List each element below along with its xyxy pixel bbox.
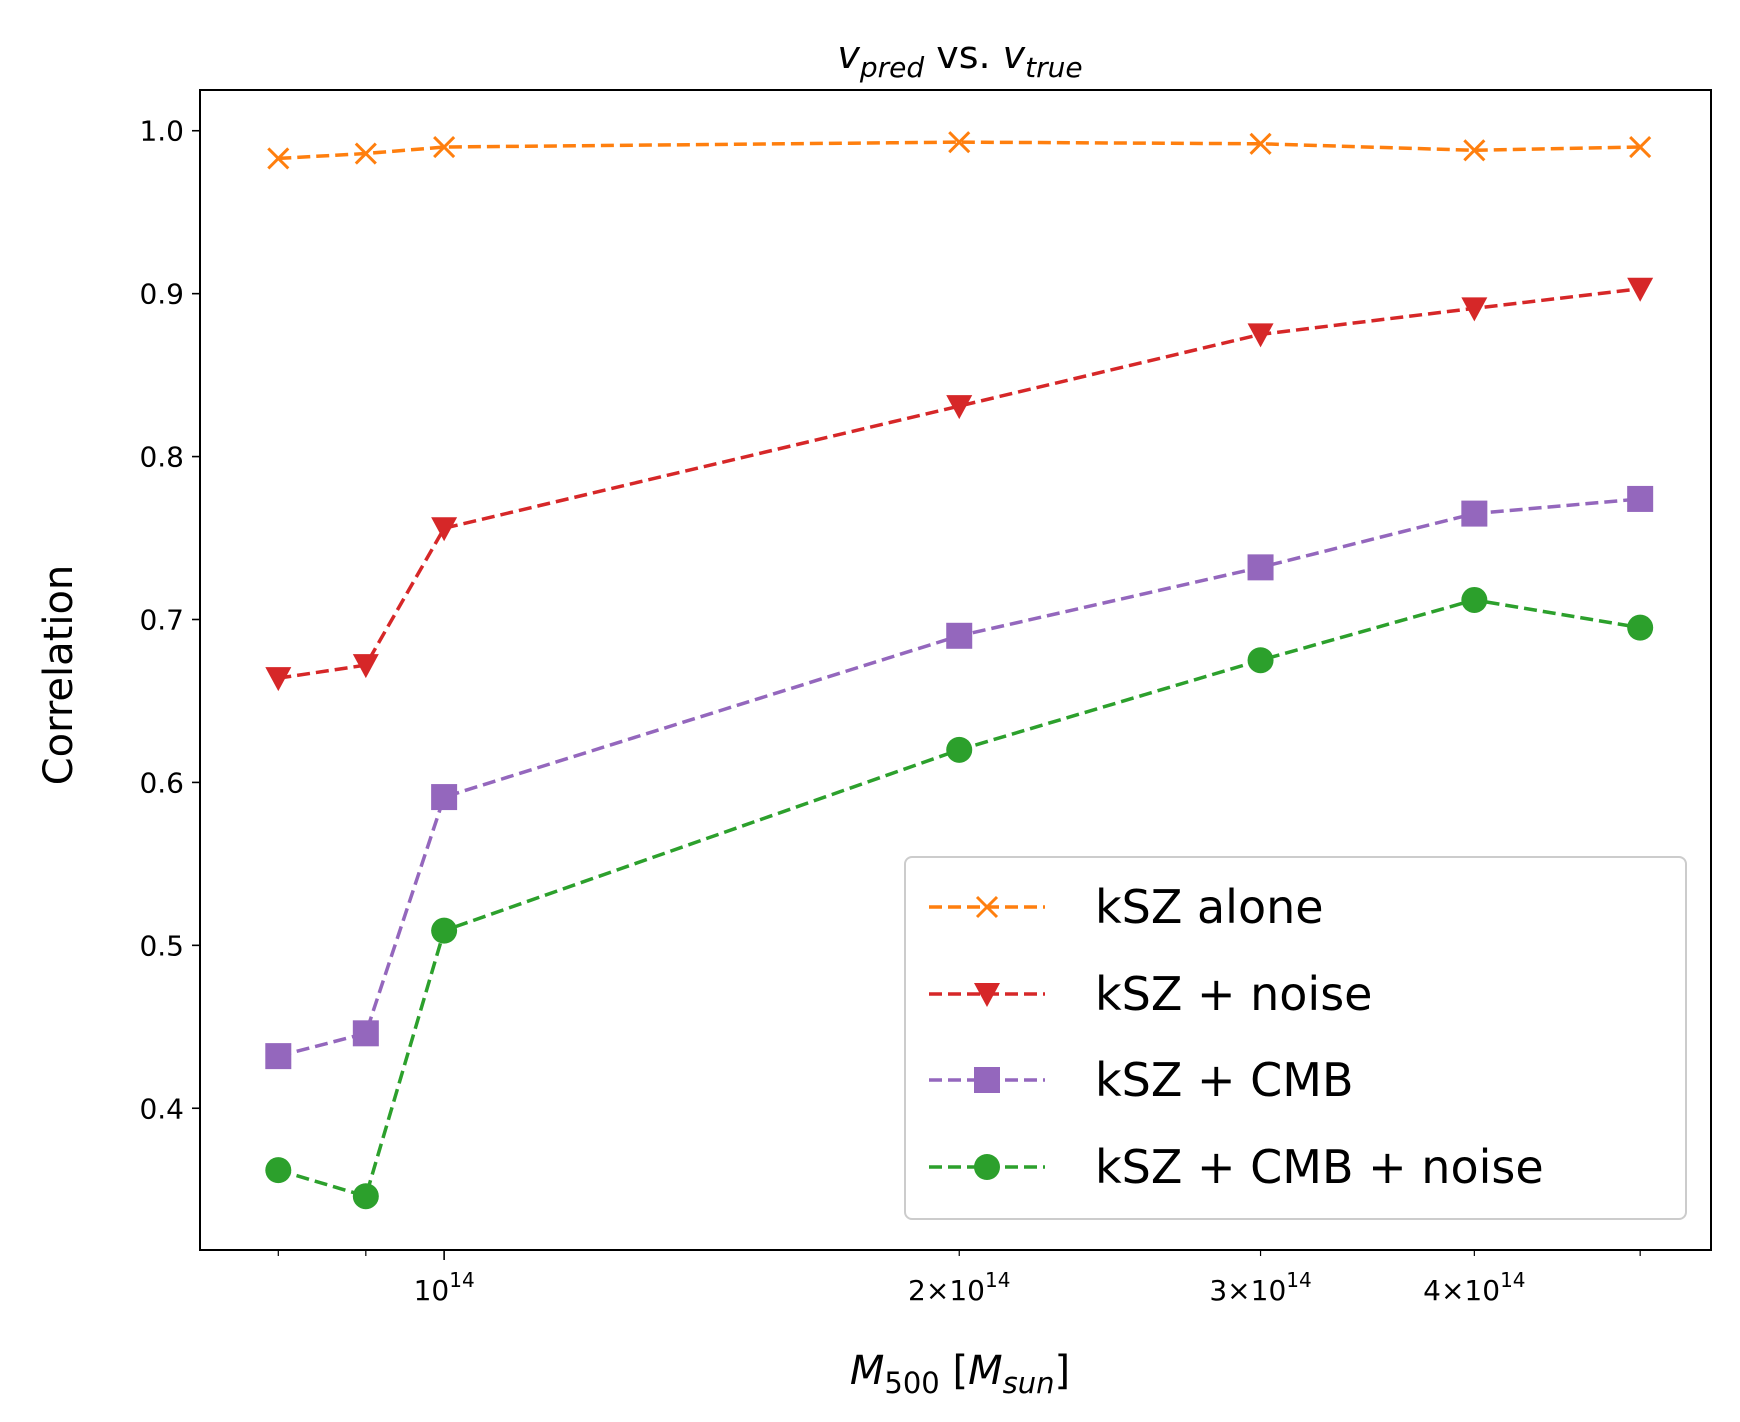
data-point [265,667,292,692]
series-2 [265,485,1654,1070]
data-point [431,917,458,944]
data-point [946,736,973,763]
legend-label: kSZ alone [1095,880,1324,934]
data-point [265,1043,292,1070]
series-1 [265,277,1654,692]
data-point [433,135,456,159]
data-point-stroke [433,135,456,159]
data-point [267,147,290,170]
data-point [1627,614,1654,641]
data-point [1249,132,1272,155]
y-tick-label: 0.4 [139,1092,184,1125]
data-point [1247,647,1274,674]
legend-label: kSZ + CMB + noise [1095,1140,1544,1194]
data-point [1461,586,1488,613]
series-0 [267,131,1652,170]
x-tick-label: 3×1014 [1209,1268,1311,1307]
data-point-stroke [1249,132,1272,155]
y-axis-label: Correlation [36,565,82,786]
y-tick-label: 0.6 [139,766,184,799]
data-point [352,654,379,679]
data-point [431,784,458,811]
series-layer [265,131,1654,1210]
data-point [1247,554,1274,581]
data-point-stroke [354,142,377,165]
series-line [278,140,1641,161]
y-tick-label: 1.0 [139,115,184,148]
legend-marker [974,1067,1000,1093]
data-point [1461,297,1488,322]
x-tick-label: 4×1014 [1423,1268,1525,1307]
data-point [1247,323,1274,348]
legend-item: kSZ + CMB [929,1053,1354,1107]
x-axis: 1014 2×1014 3×1014 4×1014 [277,1250,1641,1307]
data-point [1629,135,1652,159]
plot-frame [199,89,1712,1251]
y-axis: 0.4 0.5 0.6 0.7 0.8 0.9 1.0 [139,115,200,1125]
legend-item: kSZ alone [929,880,1324,934]
legend-marker [975,895,999,919]
data-point-stroke [1629,135,1652,159]
data-point [948,131,971,154]
y-tick-label: 0.9 [139,278,184,311]
chart-title: vpred vs. vtrue [837,33,1082,84]
y-tick-label: 0.8 [139,441,184,474]
data-point [1461,500,1488,527]
data-point [354,142,377,165]
data-point [431,517,458,542]
data-point-stroke [948,131,971,154]
legend-item: kSZ + noise [929,967,1372,1021]
legend-label: kSZ + noise [1095,967,1372,1021]
legend-marker [974,983,1000,1007]
y-tick-label: 0.5 [139,929,184,962]
data-point-stroke [1463,139,1486,162]
x-tick-label: 1014 [414,1268,475,1307]
plot-area [199,89,1712,1251]
legend-item: kSZ + CMB + noise [929,1140,1544,1194]
series-3 [265,586,1654,1210]
data-point-stroke [267,147,290,170]
legend-marker-stroke [975,895,999,919]
x-tick-label: 2×1014 [908,1268,1010,1307]
data-point [946,395,973,420]
data-point [946,622,973,649]
data-point [352,1183,379,1210]
legend-marker [974,1154,1000,1180]
x-axis-label: M500 [Msun] [850,1348,1070,1400]
data-point [352,1020,379,1047]
legend-box [904,856,1687,1220]
data-point [1627,485,1654,512]
data-point [1463,139,1486,162]
series-line [278,287,1641,680]
legend-label: kSZ + CMB [1095,1053,1354,1107]
data-point [1627,277,1654,302]
y-tick-label: 0.7 [139,603,184,636]
legend: kSZ alone kSZ + noise kSZ + CMB kSZ + CMB +… [904,856,1687,1220]
data-point [265,1157,292,1184]
